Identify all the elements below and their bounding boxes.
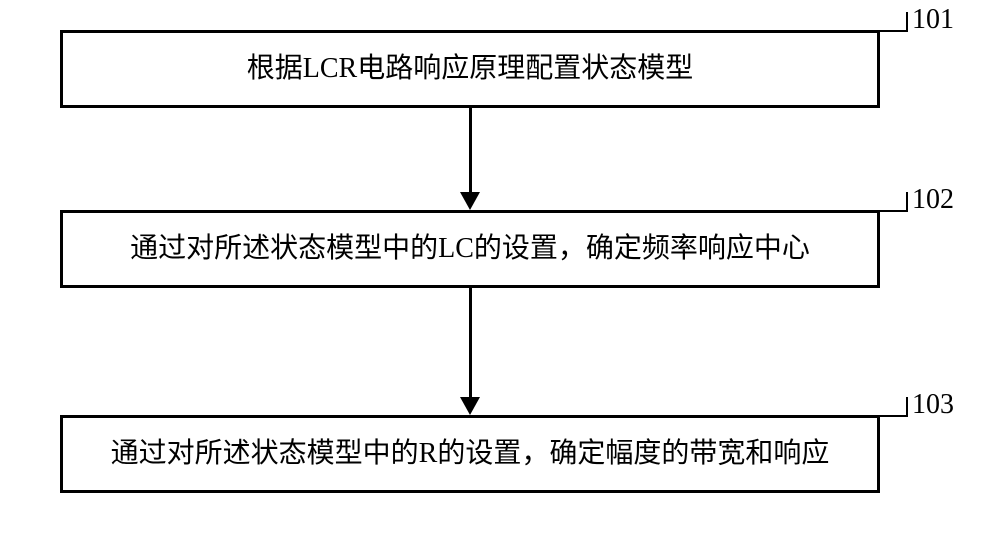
flow-step-3: 通过对所述状态模型中的R的设置，确定幅度的带宽和响应 xyxy=(60,415,880,493)
flow-step-1: 根据LCR电路响应原理配置状态模型 xyxy=(60,30,880,108)
arrow-2-3 xyxy=(469,288,472,397)
leader-2-v xyxy=(906,192,908,212)
leader-3-v xyxy=(906,397,908,417)
leader-1-v xyxy=(906,12,908,32)
leader-2-h xyxy=(880,210,908,212)
flow-step-1-text: 根据LCR电路响应原理配置状态模型 xyxy=(247,50,693,88)
flow-step-3-label: 103 xyxy=(912,389,954,421)
flow-step-2-label: 102 xyxy=(912,184,954,216)
flow-step-2-text: 通过对所述状态模型中的LC的设置，确定频率响应中心 xyxy=(130,230,810,268)
arrow-2-3-head xyxy=(460,397,480,415)
flow-step-2: 通过对所述状态模型中的LC的设置，确定频率响应中心 xyxy=(60,210,880,288)
flowchart-canvas: 根据LCR电路响应原理配置状态模型 101 通过对所述状态模型中的LC的设置，确… xyxy=(0,0,1000,537)
flow-step-1-label: 101 xyxy=(912,4,954,36)
leader-1-h xyxy=(880,30,908,32)
leader-3-h xyxy=(880,415,908,417)
arrow-1-2-head xyxy=(460,192,480,210)
flow-step-3-text: 通过对所述状态模型中的R的设置，确定幅度的带宽和响应 xyxy=(111,435,830,473)
arrow-1-2 xyxy=(469,108,472,192)
